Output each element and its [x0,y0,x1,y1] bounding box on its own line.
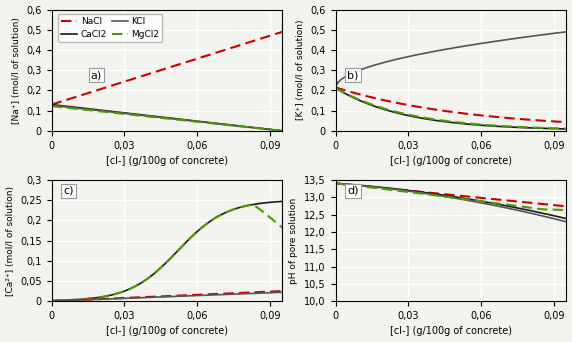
X-axis label: [cl-] (g/100g of concrete): [cl-] (g/100g of concrete) [106,327,228,337]
Y-axis label: pH of pore solution: pH of pore solution [289,197,299,284]
X-axis label: [cl-] (g/100g of concrete): [cl-] (g/100g of concrete) [390,327,512,337]
Y-axis label: [Ca²⁺] (mol/l of solution): [Ca²⁺] (mol/l of solution) [6,185,14,295]
Text: c): c) [63,186,74,196]
X-axis label: [cl-] (g/100g of concrete): [cl-] (g/100g of concrete) [390,156,512,166]
Legend: NaCl, CaCl2, KCl, MgCl2: NaCl, CaCl2, KCl, MgCl2 [58,14,162,42]
X-axis label: [cl-] (g/100g of concrete): [cl-] (g/100g of concrete) [106,156,228,166]
Y-axis label: [Na⁺] (mol/l of solution): [Na⁺] (mol/l of solution) [12,17,21,124]
Y-axis label: [K⁺] (mol/l of solution): [K⁺] (mol/l of solution) [296,20,305,120]
Text: a): a) [91,70,102,80]
Text: d): d) [347,186,359,196]
Text: b): b) [347,70,359,80]
